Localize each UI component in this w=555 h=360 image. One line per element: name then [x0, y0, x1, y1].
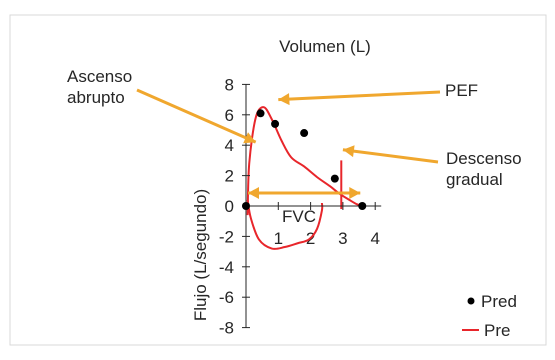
ascenso-arrow-shaft [136, 88, 257, 144]
y-tick-label: 2 [225, 167, 234, 186]
x-tick-label: 4 [370, 229, 379, 248]
pred-point [256, 109, 265, 118]
descenso-arrow-head [342, 145, 355, 158]
legend-pred-label: Pred [481, 292, 517, 311]
y-tick-label: -8 [219, 319, 234, 338]
legend-pred-marker [467, 297, 475, 305]
annotation-ascenso-line1: Ascenso [67, 67, 132, 86]
legend: Pred Pre [462, 292, 517, 340]
pef-arrow-head [278, 93, 290, 106]
x-tick-label: 1 [274, 229, 283, 248]
annotation-descenso-line2: gradual [446, 170, 503, 189]
annotation-descenso-line1: Descenso [446, 149, 522, 168]
pef-arrow-shaft [278, 90, 441, 102]
descenso-arrow-shaft [342, 148, 439, 164]
legend-pre-label: Pre [484, 321, 510, 340]
y-tick-label: 4 [225, 136, 234, 155]
pred-point [300, 129, 309, 138]
chart-title: Volumen (L) [279, 37, 371, 56]
y-tick-label: -2 [219, 227, 234, 246]
annotation-fvc: FVC [282, 207, 316, 226]
y-tick-label: 6 [225, 106, 234, 125]
pre-expiratory-curve [246, 106, 365, 216]
pre-inspiratory-curve [246, 199, 324, 250]
y-tick-label: -6 [219, 288, 234, 307]
y-tick-label: -4 [219, 258, 234, 277]
pre-layer [246, 106, 365, 250]
pred-point [271, 119, 280, 128]
annotation-ascenso-line2: abrupto [67, 88, 125, 107]
pred-point [358, 202, 367, 210]
chart-border [9, 14, 547, 346]
pred-point [242, 202, 250, 210]
y-tick-label: 0 [225, 197, 234, 216]
annotation-pef: PEF [445, 81, 478, 100]
fvc-arrow-head [349, 187, 361, 199]
ascenso-arrow-head [243, 132, 256, 144]
y-axis-label: Flujo (L/segundo) [191, 189, 210, 321]
x-tick-label: 3 [338, 229, 347, 248]
pred-point [330, 174, 339, 183]
pred-layer [242, 109, 367, 210]
fvc-arrow-tail-head [248, 187, 259, 199]
arrow-layer [136, 88, 441, 199]
y-tick-label: 8 [225, 75, 234, 94]
